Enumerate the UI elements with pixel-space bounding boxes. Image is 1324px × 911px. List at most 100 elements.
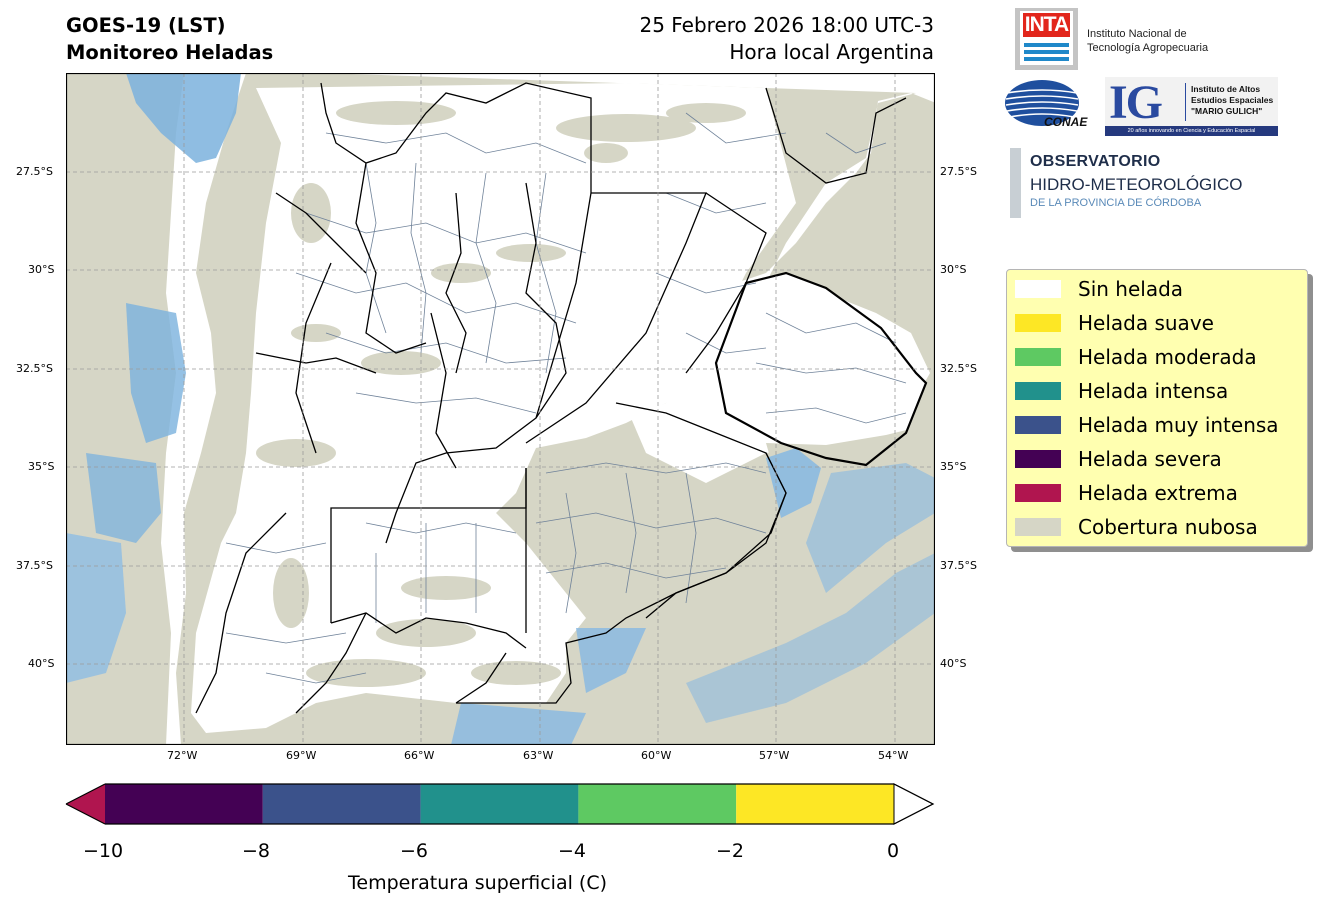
graticule: [66, 73, 935, 745]
department-boundaries: [225, 112, 907, 684]
legend-item: Cobertura nubosa: [1015, 517, 1258, 537]
lon-tick: 63°W: [523, 749, 554, 762]
product-title: Monitoreo Heladas: [66, 41, 274, 64]
date-title: 25 Febrero 2026 18:00 UTC-3: [639, 13, 934, 37]
legend-swatch: [1015, 518, 1061, 536]
lat-tick-left: 35°S: [28, 460, 55, 473]
ocean-cold-south: [576, 628, 646, 693]
colorbar-over-extension: [893, 783, 935, 825]
ig-line3: "MARIO GULICH": [1191, 106, 1263, 116]
observatorio-line1: OBSERVATORIO: [1030, 153, 1161, 170]
legend-item: Helada suave: [1015, 313, 1214, 333]
clear-strip: [161, 73, 246, 745]
observatorio-line3: DE LA PROVINCIA DE CÓRDOBA: [1030, 197, 1202, 209]
lat-tick-left: 30°S: [28, 263, 55, 276]
legend-item: Helada extrema: [1015, 483, 1238, 503]
legend-swatch: [1015, 416, 1061, 434]
lon-tick: 72°W: [167, 749, 198, 762]
legend-label: Helada severa: [1078, 447, 1222, 471]
colorbar: [65, 783, 935, 825]
colorbar-under-extension: [66, 784, 105, 824]
lat-tick-right: 35°S: [940, 460, 967, 473]
colorbar-tick: −6: [400, 840, 429, 862]
conae-globe-icon: [1005, 80, 1079, 126]
legend-swatch: [1015, 484, 1061, 502]
lon-tick: 60°W: [641, 749, 672, 762]
observatorio-bar: [1010, 148, 1021, 218]
ocean-cold-band: [686, 553, 935, 723]
inta-name: Instituto Nacional de Tecnología Agropec…: [1087, 27, 1208, 55]
colorbar-bin: [736, 784, 894, 824]
cold-patch-central: [126, 303, 186, 443]
ig-logo-text: Instituto de Altos Estudios Espaciales "…: [1191, 84, 1273, 117]
cold-patch-north: [126, 73, 241, 163]
ig-logo: IG Instituto de Altos Estudios Espaciale…: [1105, 77, 1278, 136]
land-uruguay: [716, 273, 926, 465]
lat-tick-left: 27.5°S: [16, 165, 53, 178]
colorbar-label: Temperatura superficial (C): [348, 872, 608, 894]
colorbar-bin: [262, 784, 421, 824]
colorbar-tick: −2: [716, 840, 745, 862]
colorbar-bin: [105, 784, 263, 824]
title-left: GOES-19 (LST) Monitoreo Heladas: [66, 12, 273, 66]
ig-line2: Estudios Espaciales: [1191, 95, 1274, 105]
title-right: 25 Febrero 2026 18:00 UTC-3 Hora local A…: [639, 12, 934, 66]
lat-tick-left: 40°S: [28, 657, 55, 670]
inta-logo-word: INTA: [1023, 13, 1070, 37]
legend-swatch: [1015, 348, 1061, 366]
ocean-south: [586, 513, 935, 745]
lat-tick-right: 27.5°S: [940, 165, 977, 178]
ig-line1: Instituto de Altos: [1191, 84, 1261, 94]
lat-tick-right: 37.5°S: [940, 559, 977, 572]
legend-label: Sin helada: [1078, 277, 1184, 301]
colorbar-bin: [420, 784, 579, 824]
legend-label: Cobertura nubosa: [1078, 515, 1258, 539]
legend-swatch: [1015, 314, 1061, 332]
legend-item: Helada intensa: [1015, 381, 1228, 401]
lon-tick: 69°W: [286, 749, 317, 762]
lon-tick: 54°W: [878, 749, 909, 762]
uruguay-border: [714, 271, 928, 467]
satellite-title: GOES-19 (LST): [66, 14, 226, 37]
legend: Sin helada Helada suave Helada moderada …: [1006, 269, 1308, 547]
legend-label: Helada muy intensa: [1078, 413, 1279, 437]
lat-tick-left: 37.5°S: [16, 559, 53, 572]
ig-logo-letters: IG: [1109, 76, 1163, 129]
lat-tick-right: 40°S: [940, 657, 967, 670]
legend-item: Helada severa: [1015, 449, 1222, 469]
legend-label: Helada intensa: [1078, 379, 1229, 403]
ocean-cold-north: [806, 463, 935, 593]
legend-label: Helada extrema: [1078, 481, 1238, 505]
lon-tick: 57°W: [759, 749, 790, 762]
observatorio-line2: HIDRO-METEOROLÓGICO: [1030, 175, 1243, 194]
inta-name-line2: Tecnología Agropecuaria: [1087, 42, 1209, 54]
ig-logo-strip: 20 años innovando en Ciencia y Educación…: [1105, 126, 1278, 136]
legend-swatch: [1015, 280, 1061, 298]
ocean-cold-golfo: [451, 703, 586, 745]
frost-map: [66, 73, 935, 745]
inta-logo: INTA: [1015, 8, 1078, 70]
legend-item: Sin helada: [1015, 279, 1183, 299]
map-frame: [66, 73, 935, 745]
colorbar-tick: −10: [83, 840, 124, 862]
cold-patch-south: [86, 453, 161, 543]
legend-swatch: [1015, 450, 1061, 468]
lon-tick: 66°W: [404, 749, 435, 762]
colorbar-tick: 0: [887, 840, 900, 862]
lat-tick-right: 32.5°S: [940, 362, 977, 375]
colorbar-tick: −8: [242, 840, 271, 862]
legend-item: Helada moderada: [1015, 347, 1257, 367]
colorbar-outline: [65, 783, 935, 825]
legend-label: Helada suave: [1078, 311, 1214, 335]
legend-label: Helada moderada: [1078, 345, 1257, 369]
coastline: [456, 452, 787, 704]
cold-patch-far-south: [66, 533, 126, 683]
timezone-title: Hora local Argentina: [729, 40, 934, 64]
land-argentina: [191, 83, 796, 733]
conae-logo-word: CONAE: [1044, 115, 1088, 129]
legend-swatch: [1015, 382, 1061, 400]
rio-de-la-plata-cold: [766, 448, 821, 518]
colorbar-bin: [578, 784, 737, 824]
lat-tick-right: 30°S: [940, 263, 967, 276]
colorbar-tick: −4: [558, 840, 587, 862]
